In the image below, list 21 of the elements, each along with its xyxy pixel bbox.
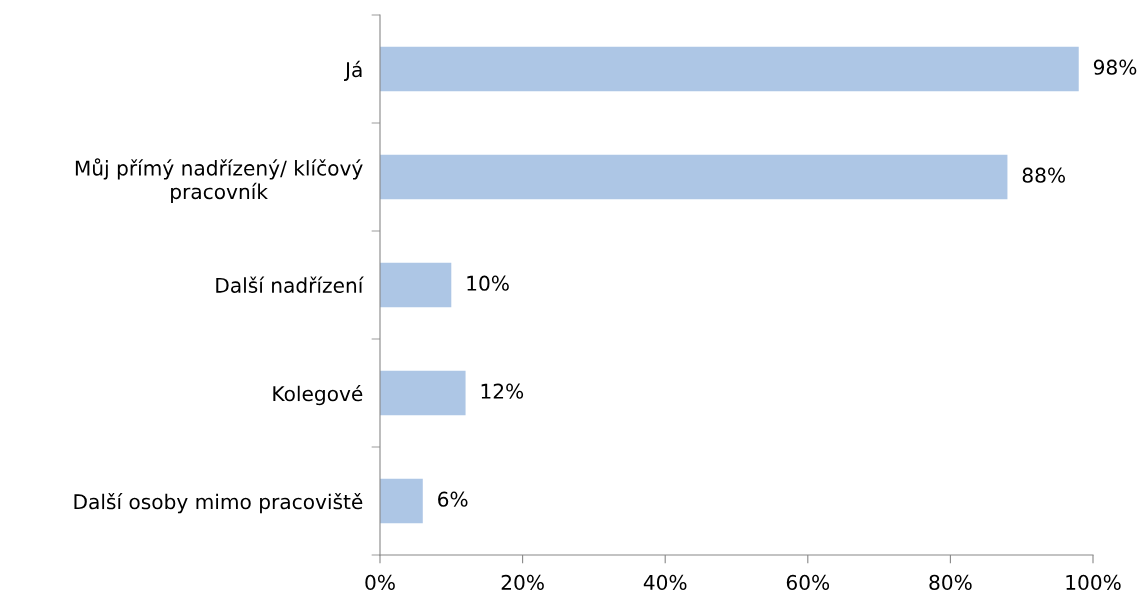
y-tick-label: Kolegové [273,384,363,406]
bar [380,370,466,416]
y-tick-label: Další nadřízení [216,276,364,293]
x-tick-label: 0% [365,574,395,591]
bar [380,46,1079,92]
data-label: 12% [481,383,524,399]
x-tick-label: 20% [501,574,544,591]
x-tick-label: 80% [929,574,972,591]
bar [380,154,1008,200]
data-label: 98% [1093,59,1137,75]
y-tick-label: Můj přímý nadřízený/ klíčový pracovník [75,158,363,204]
x-tick-label: 100% [1066,574,1121,591]
x-tick-label: 60% [786,574,830,591]
data-label: 6% [438,491,468,507]
y-tick-label: Já [344,60,362,82]
data-label: 10% [467,275,509,291]
bar [380,478,423,524]
x-tick-label: 40% [643,574,687,591]
data-label: 88% [1022,167,1065,183]
bar [380,262,452,308]
y-tick-label: Další osoby mimo pracoviště [74,492,363,514]
